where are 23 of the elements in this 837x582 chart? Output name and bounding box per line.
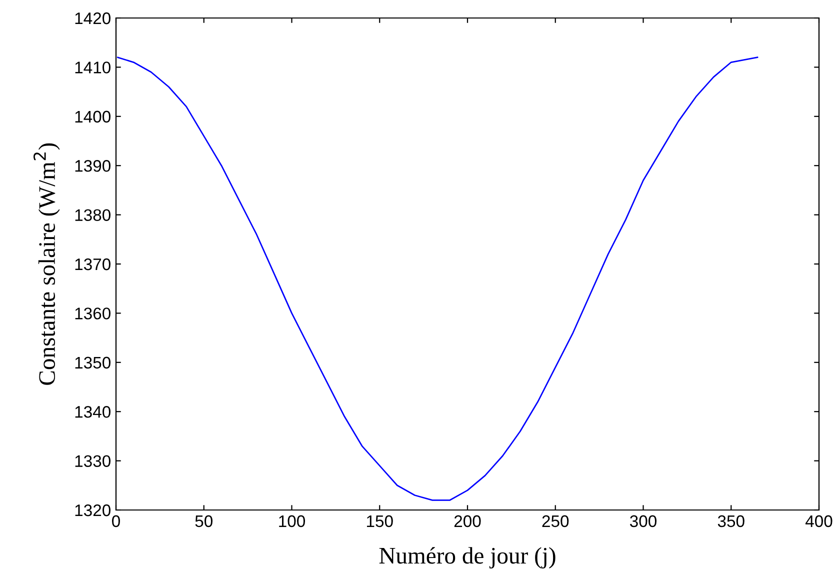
x-tick-label: 0 — [112, 515, 120, 528]
y-tick-label: 1420 — [75, 12, 110, 24]
x-tick-label: 100 — [279, 515, 306, 528]
x-axis-title: Numéro de jour (j) — [379, 547, 556, 569]
line-series — [117, 56, 758, 501]
y-tick-label: 1400 — [75, 110, 110, 123]
y-tick-label: 1390 — [75, 160, 110, 172]
y-tick-label: 1330 — [75, 455, 110, 468]
y-tick-label: 1340 — [75, 406, 110, 418]
x-tick-label: 300 — [630, 515, 657, 528]
y-axis-title: Constante solaire (W/m$^{2}$) — [33, 143, 60, 385]
x-tick-label: 400 — [805, 515, 832, 528]
x-tick-label: 50 — [195, 515, 212, 528]
y-tick-label: 1380 — [75, 209, 110, 222]
y-tick-label: 1370 — [75, 258, 110, 270]
y-tick-label: 1350 — [75, 356, 110, 369]
y-tick-label: 1360 — [75, 308, 110, 320]
x-tick-label: 350 — [718, 515, 744, 528]
x-tick-label: 250 — [542, 515, 569, 528]
x-tick-label: 200 — [454, 515, 481, 528]
y-tick-label: 1410 — [75, 62, 110, 74]
y-tick-label: 1320 — [75, 504, 110, 516]
x-tick-label: 150 — [366, 515, 393, 528]
